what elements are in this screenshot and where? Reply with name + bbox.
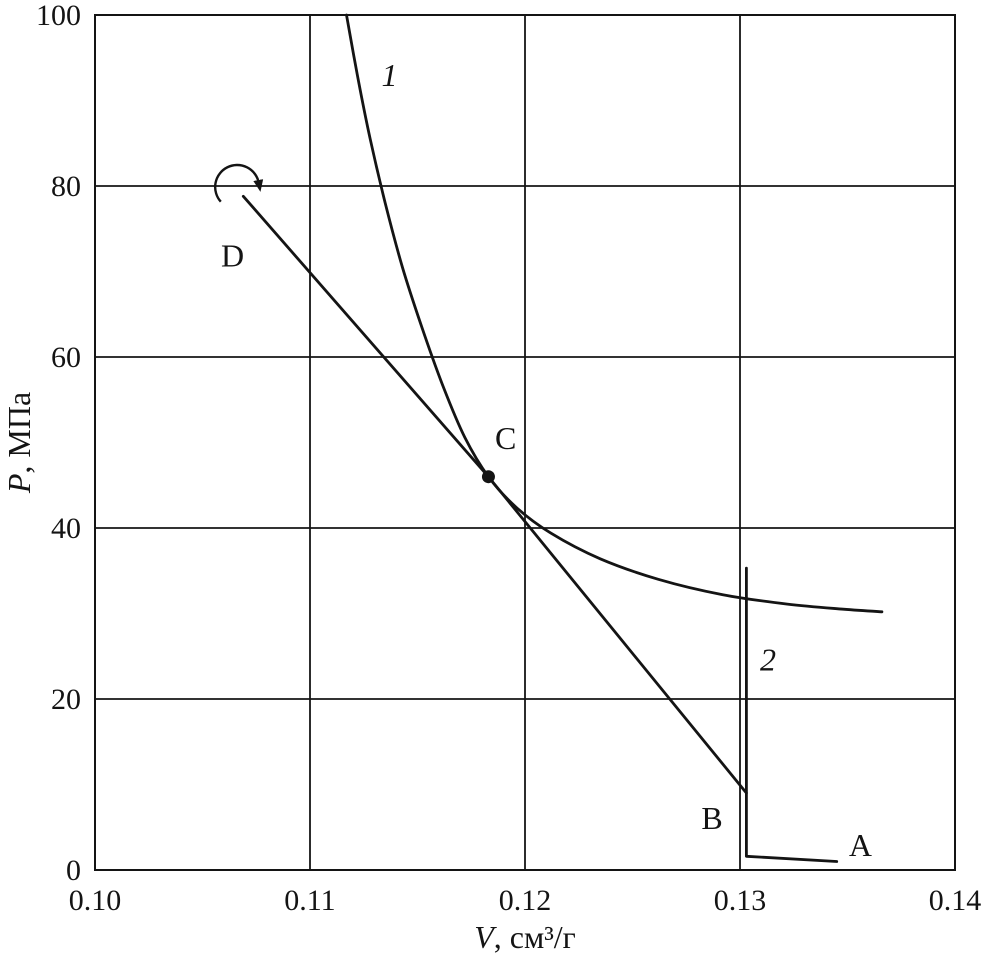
label-2: 2 [760,642,776,678]
rotation-arrow-icon [213,163,264,203]
x-axis-label: V, см³/г [474,919,576,955]
label-C: C [495,420,516,456]
point-C [481,470,495,484]
x-tick-label: 0.11 [284,884,335,917]
label-B: B [701,800,722,836]
curve-1 [345,13,884,614]
y-tick-label: 100 [36,0,81,32]
x-tick-label: 0.13 [714,884,767,917]
y-tick-label: 20 [51,683,81,716]
label-D: D [221,237,244,273]
y-tick-label: 40 [51,512,81,545]
y-axis-label: P, МПа [1,392,37,494]
x-tick-label: 0.14 [929,884,982,917]
x-tick-label: 0.12 [499,884,552,917]
plot-border [94,14,956,871]
label-A: A [849,827,872,863]
x-tick-label: 0.10 [69,884,122,917]
y-tick-label: 80 [51,170,81,203]
curve-2 [745,566,839,863]
line-D-B [241,194,748,795]
y-tick-label: 0 [66,854,81,887]
y-tick-label: 60 [51,341,81,374]
label-1: 1 [382,57,398,93]
